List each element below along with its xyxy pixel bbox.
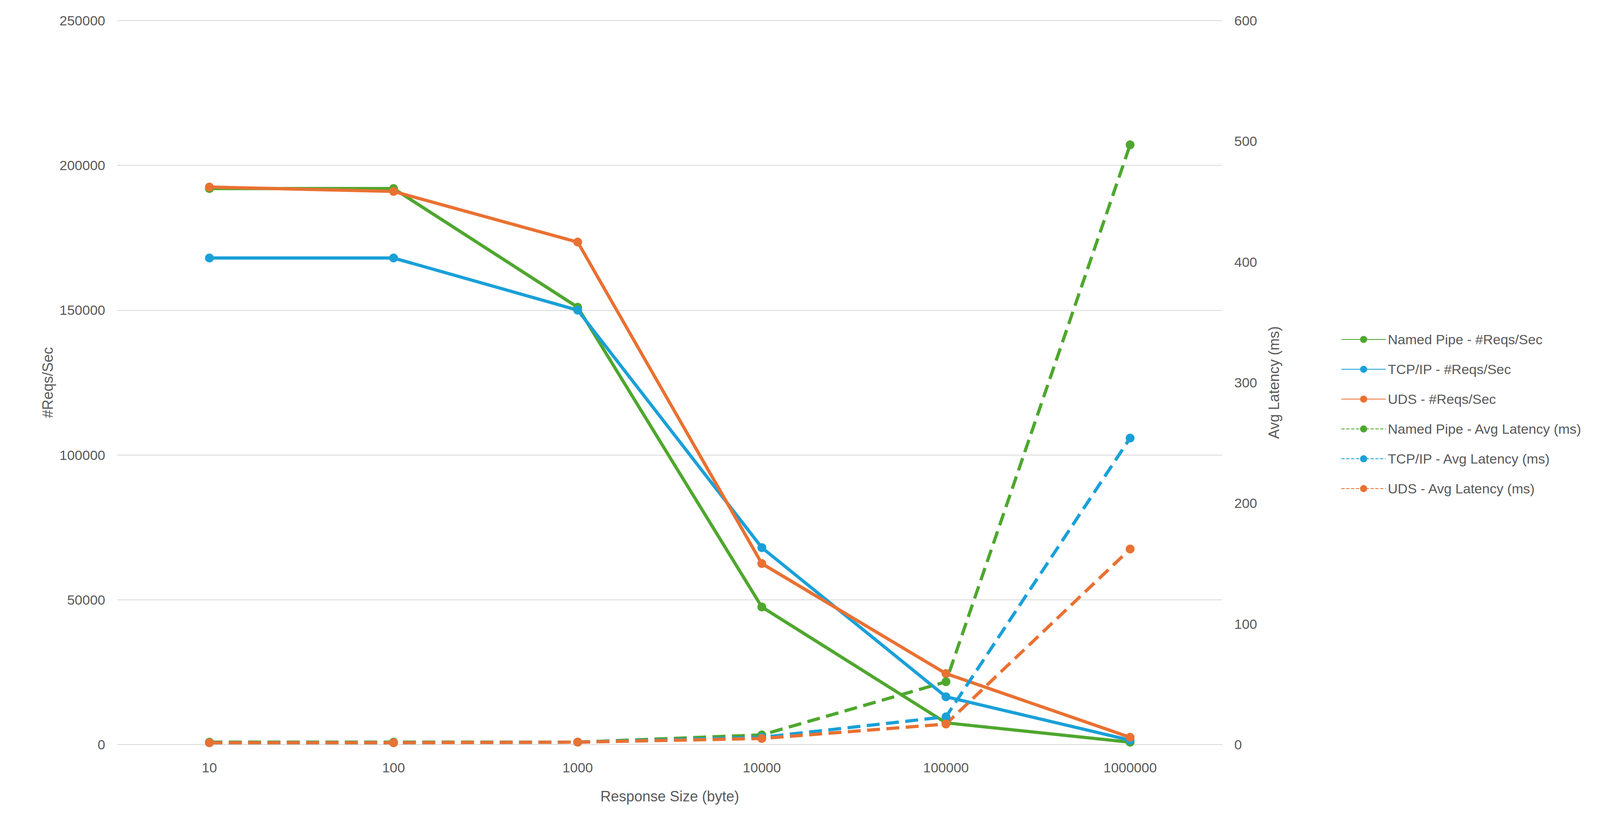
svg-text:1000: 1000	[562, 760, 594, 776]
svg-text:#Reqs/Sec: #Reqs/Sec	[39, 347, 57, 419]
svg-text:UDS - Avg Latency (ms): UDS - Avg Latency (ms)	[1387, 481, 1535, 497]
svg-text:100000: 100000	[922, 760, 969, 776]
svg-text:100000: 100000	[59, 447, 106, 463]
svg-text:200: 200	[1234, 495, 1258, 511]
svg-text:10000: 10000	[742, 760, 782, 776]
svg-text:300: 300	[1234, 375, 1258, 391]
svg-text:600: 600	[1234, 12, 1258, 29]
svg-text:150000: 150000	[59, 302, 106, 318]
svg-text:50000: 50000	[66, 592, 106, 608]
svg-text:0: 0	[1234, 737, 1242, 753]
svg-text:100: 100	[382, 760, 406, 776]
svg-text:Named Pipe - Avg Latency (ms): Named Pipe - Avg Latency (ms)	[1387, 421, 1582, 437]
svg-text:10: 10	[201, 760, 217, 776]
svg-text:Response Size (byte): Response Size (byte)	[600, 788, 740, 805]
svg-text:100: 100	[1234, 616, 1258, 632]
svg-text:500: 500	[1234, 133, 1258, 149]
svg-text:1000000: 1000000	[1103, 760, 1157, 776]
svg-text:TCP/IP - Avg Latency (ms): TCP/IP - Avg Latency (ms)	[1387, 451, 1550, 467]
svg-text:400: 400	[1234, 254, 1258, 270]
svg-text:0: 0	[97, 737, 106, 753]
svg-text:UDS - #Reqs/Sec: UDS - #Reqs/Sec	[1387, 391, 1496, 407]
svg-text:250000: 250000	[59, 12, 106, 29]
svg-text:Avg Latency (ms): Avg Latency (ms)	[1265, 326, 1283, 439]
svg-text:200000: 200000	[59, 157, 106, 173]
svg-text:Named Pipe - #Reqs/Sec: Named Pipe - #Reqs/Sec	[1387, 331, 1543, 348]
svg-text:TCP/IP - #Reqs/Sec: TCP/IP - #Reqs/Sec	[1387, 361, 1512, 378]
